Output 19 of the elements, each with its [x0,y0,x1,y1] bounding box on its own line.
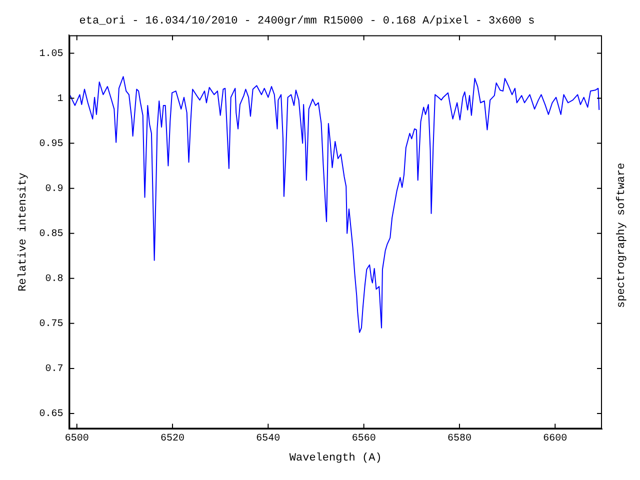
y-tick-label: 0.95 [39,138,64,150]
x-tick-label: 6580 [447,433,472,444]
x-tick-label: 6500 [64,433,89,444]
y-tick-label: 1 [57,94,64,105]
x-axis-title: Wavelength (A) [289,452,382,464]
text: spectrography software [616,161,628,310]
y-tick-label: 0.7 [45,364,64,376]
y-tick-label: 1.05 [39,48,64,60]
y-tick-label: 0.85 [39,228,64,240]
y-tick-label: 0.65 [39,409,64,420]
chart-title: eta_ori - 16.034/10/2010 - 2400gr/mm R15000 - 0.168 A/pixel - 3x600 s [79,16,535,28]
y-tick-label: 0.75 [39,319,64,330]
y-tick-label: 0.8 [45,274,64,286]
x-tick-label: 6520 [160,433,185,444]
x-tick-label: 6540 [256,433,280,444]
x-tick-label: 6560 [352,433,376,444]
x-tick-label: 6600 [543,433,568,444]
y-tick-label: 0.9 [45,184,64,195]
y-axis-title: Relative intensity [18,172,30,292]
